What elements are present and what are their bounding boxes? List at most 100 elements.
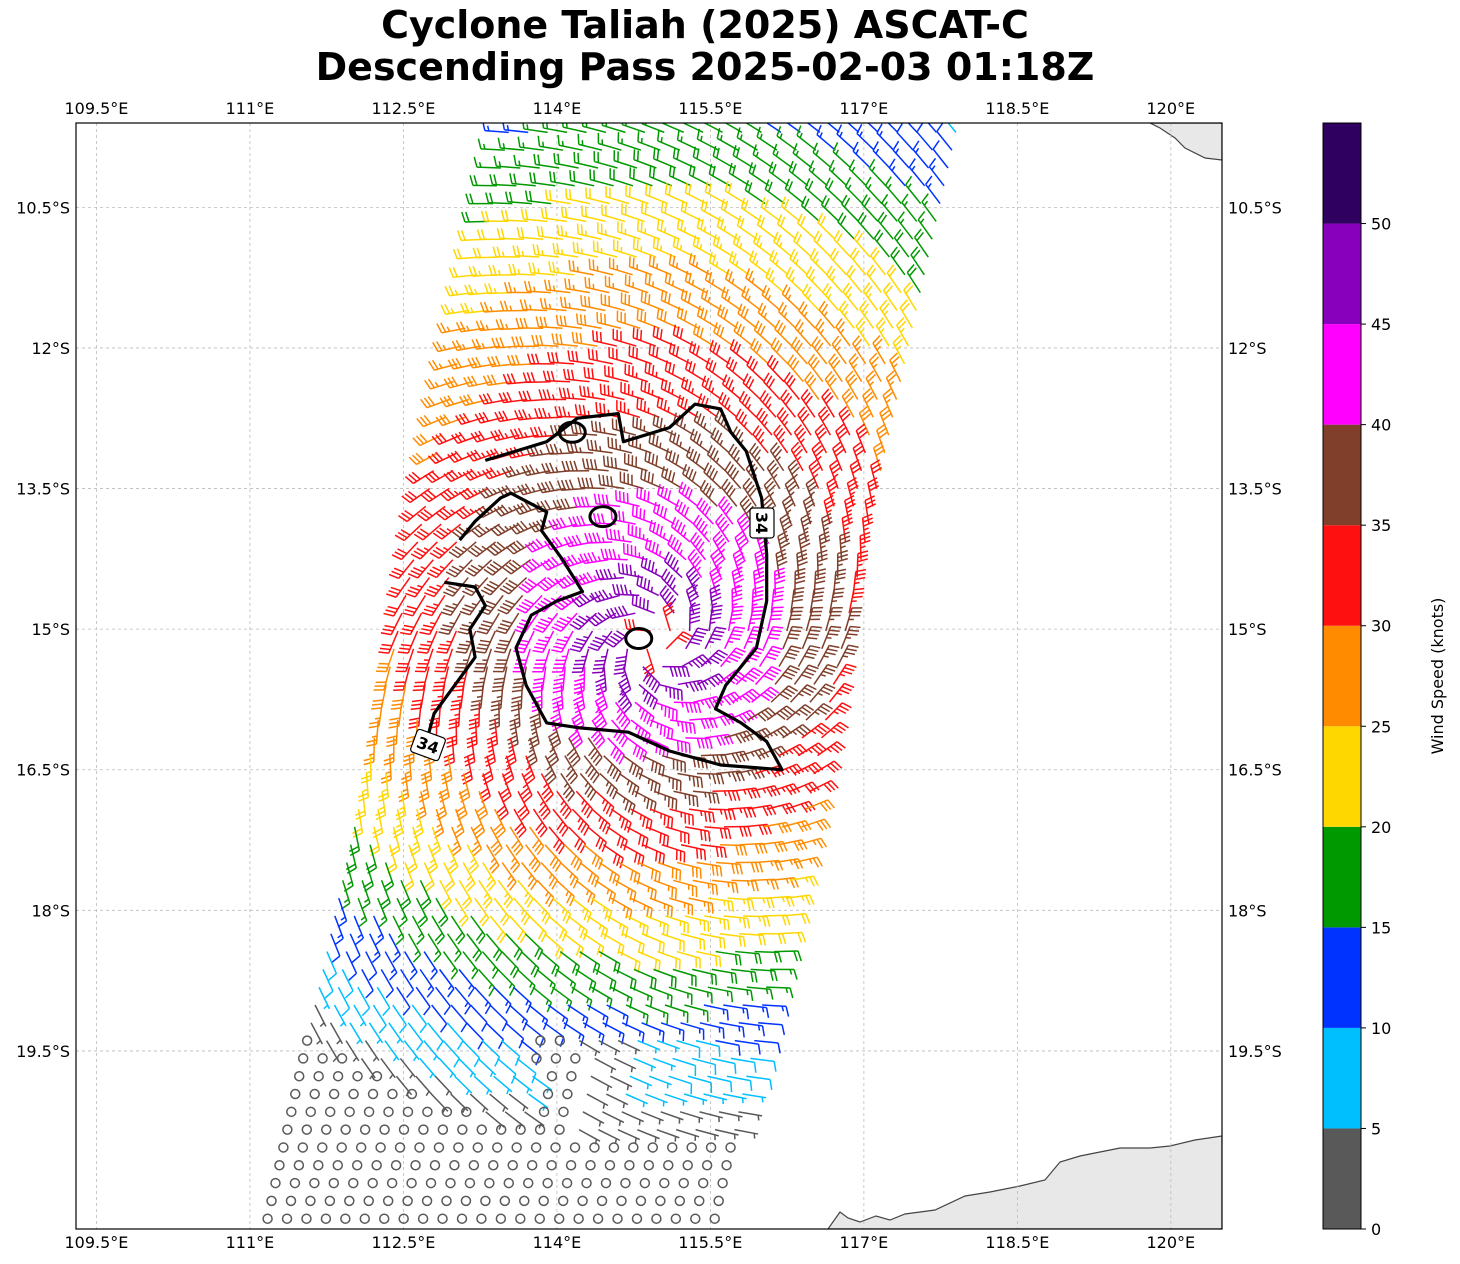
wind-barb bbox=[723, 1004, 750, 1020]
wind-barb bbox=[572, 684, 586, 714]
lon-tick-label-bottom: 117°E bbox=[840, 1233, 889, 1252]
wind-barb bbox=[797, 837, 828, 849]
wind-barb bbox=[396, 897, 408, 928]
wind-barb bbox=[690, 1213, 701, 1224]
wind-barb bbox=[473, 1075, 493, 1095]
wind-barb bbox=[654, 701, 678, 721]
wind-barb bbox=[661, 754, 686, 773]
wind-barb bbox=[522, 123, 548, 134]
wind-barb bbox=[579, 385, 606, 401]
wind-barb bbox=[573, 152, 599, 169]
colorbar-tick-label: 25 bbox=[1371, 717, 1391, 736]
wind-barb bbox=[529, 172, 556, 187]
wind-barb bbox=[778, 839, 808, 852]
wind-barb bbox=[811, 336, 828, 365]
wind-barb bbox=[512, 986, 532, 1014]
wind-barb bbox=[417, 505, 446, 522]
wind-barb bbox=[532, 1075, 553, 1094]
wind-barb bbox=[424, 577, 450, 598]
wind-barb bbox=[676, 861, 702, 879]
wind-barb bbox=[738, 390, 758, 418]
wind-barb bbox=[856, 550, 869, 578]
wind-barb bbox=[885, 370, 898, 400]
wind-barb bbox=[434, 648, 454, 673]
wind-barb bbox=[790, 441, 804, 472]
wind-barb bbox=[599, 772, 619, 800]
wind-barb bbox=[887, 123, 899, 133]
wind-barb bbox=[696, 950, 722, 968]
wind-barb bbox=[657, 772, 682, 792]
wind-barb bbox=[648, 1075, 672, 1089]
wind-barb bbox=[774, 858, 804, 870]
wind-barb bbox=[515, 594, 543, 614]
wind-barb bbox=[496, 790, 509, 821]
wind-barb bbox=[735, 667, 764, 685]
wind-barb bbox=[326, 951, 338, 981]
wind-barb bbox=[674, 1195, 686, 1207]
wind-barb bbox=[817, 644, 840, 667]
wind-barb bbox=[386, 720, 399, 748]
wind-barb bbox=[718, 391, 738, 418]
wind-barb bbox=[556, 879, 575, 907]
wind-barb bbox=[508, 1004, 529, 1031]
wind-barb bbox=[644, 273, 668, 294]
wind-barb bbox=[572, 241, 598, 258]
wind-barb bbox=[382, 1195, 394, 1207]
wind-barb bbox=[420, 487, 450, 503]
wind-barb bbox=[735, 950, 762, 965]
wind-barb bbox=[708, 251, 731, 276]
colorbar-segment bbox=[1323, 525, 1361, 626]
wind-barb bbox=[804, 178, 824, 205]
wind-barb bbox=[700, 649, 729, 668]
wind-barb bbox=[665, 737, 691, 754]
wind-barb bbox=[393, 666, 411, 692]
wind-barb bbox=[404, 951, 418, 981]
wind-barb bbox=[755, 407, 773, 436]
wind-barb bbox=[768, 161, 789, 187]
wind-barb bbox=[488, 1160, 499, 1171]
wind-barb bbox=[592, 1213, 604, 1224]
wind-barb bbox=[349, 1022, 364, 1045]
wind-barb bbox=[313, 1070, 324, 1082]
wind-barb bbox=[454, 897, 469, 927]
wind-barb bbox=[383, 737, 395, 766]
wind-barb bbox=[797, 406, 812, 436]
wind-barb bbox=[521, 558, 551, 573]
wind-barb bbox=[782, 723, 812, 739]
wind-barb bbox=[427, 1022, 444, 1051]
wind-barb bbox=[556, 479, 586, 491]
wind-barb bbox=[432, 341, 462, 353]
wind-barb bbox=[737, 303, 758, 329]
wind-barb bbox=[459, 594, 485, 616]
wind-barb bbox=[501, 465, 532, 478]
wind-barb bbox=[555, 314, 583, 330]
wind-barb bbox=[466, 844, 479, 874]
wind-barb bbox=[503, 1177, 515, 1189]
wind-barb bbox=[696, 305, 719, 329]
wind-barb bbox=[528, 1004, 549, 1031]
wind-barb bbox=[798, 530, 811, 560]
wind-barb bbox=[742, 1093, 767, 1103]
wind-barb bbox=[490, 429, 520, 442]
wind-barb bbox=[801, 722, 831, 739]
wind-barb bbox=[497, 594, 524, 615]
wind-barb bbox=[406, 1088, 418, 1100]
wind-barb bbox=[590, 589, 621, 603]
wind-barb bbox=[855, 317, 871, 347]
wind-barb bbox=[600, 548, 628, 561]
wind-barb bbox=[641, 123, 665, 134]
lat-tick-label-left: 10.5°S bbox=[16, 198, 70, 217]
wind-barb bbox=[905, 175, 922, 205]
wind-barb bbox=[531, 666, 547, 693]
wind-barb bbox=[575, 313, 602, 330]
wind-barb bbox=[561, 460, 590, 472]
wind-barb bbox=[437, 1213, 448, 1224]
wind-barb bbox=[628, 345, 653, 365]
wind-barb bbox=[765, 267, 785, 294]
wind-barb bbox=[685, 446, 707, 472]
wind-barb bbox=[620, 1177, 631, 1189]
wind-barb bbox=[488, 702, 500, 731]
wind-barb bbox=[383, 1106, 394, 1118]
wind-barb bbox=[653, 879, 678, 900]
wind-barb bbox=[696, 497, 714, 525]
